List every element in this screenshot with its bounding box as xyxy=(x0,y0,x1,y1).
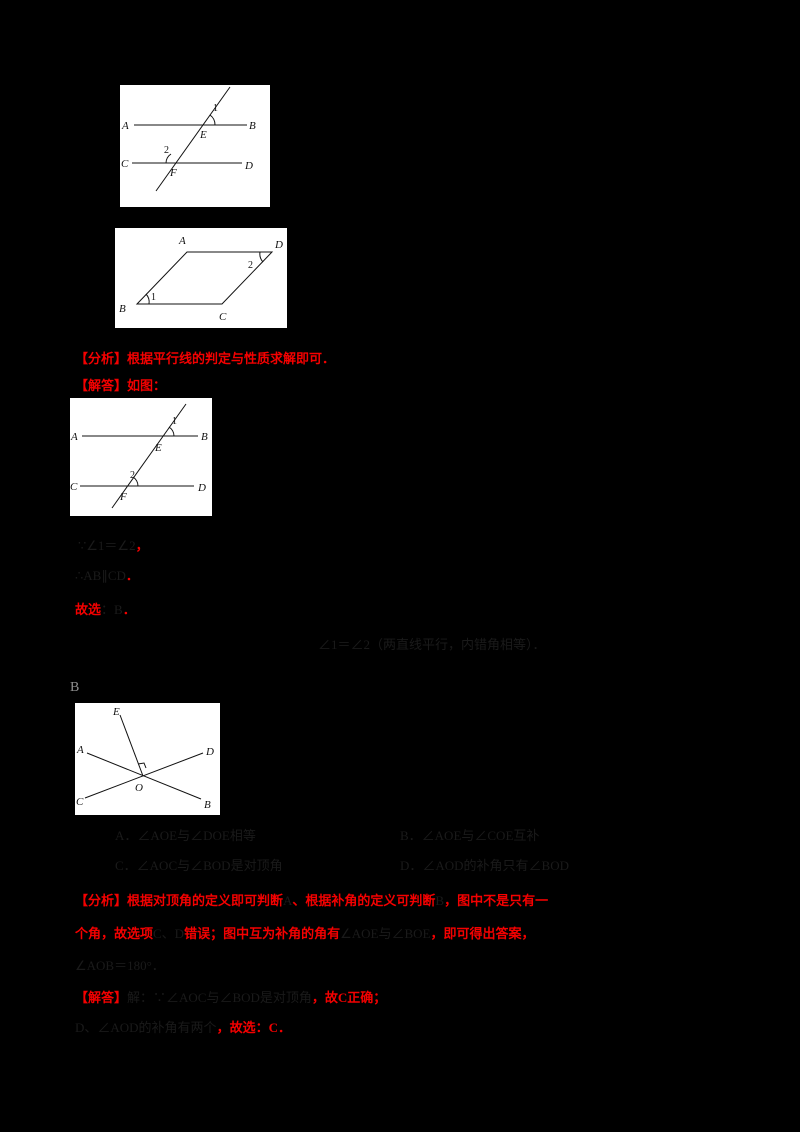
point-label-b: B xyxy=(201,431,208,443)
point-label-d: D xyxy=(244,160,253,172)
option-d: D．∠AOD的补角只有∠BOD xyxy=(400,858,570,873)
angle-2-arc xyxy=(165,153,172,164)
angle-1-arc xyxy=(209,114,216,126)
point-label-f: F xyxy=(169,167,177,179)
figure-parallel-lines-2: A B E C D F 1 2 xyxy=(70,398,212,516)
angle-2-arc xyxy=(259,251,264,263)
answer-1-heading: 【解答】如图： xyxy=(75,378,167,393)
analysis-1-text: 【分析】根据平行线的判定与性质求解即可． xyxy=(75,351,336,366)
point-label-f: F xyxy=(119,491,127,503)
point-label-e: E xyxy=(154,442,162,454)
transversal-line xyxy=(111,403,187,509)
analysis-2-seg: 个角，故选项 xyxy=(75,926,154,941)
analysis-2-seg: 错误；图中互为补角的角有 xyxy=(184,926,341,941)
point-label-d: D xyxy=(205,746,214,758)
solution-1-note: ∠1＝∠2（两直线平行，内错角相等）． xyxy=(318,637,546,652)
parallelogram-outline xyxy=(135,251,274,305)
angle-1-label: 1 xyxy=(172,416,177,427)
option-c: C．∠AOC与∠BOD是对顶角 xyxy=(115,858,283,873)
analysis-2-seg: 、根据补角的定义可判断 xyxy=(292,893,436,908)
analysis-2-line-3: ∠AOB＝180°． xyxy=(75,958,165,973)
solution-1-choice: 故选：B． xyxy=(75,602,136,618)
figure-parallelogram: A D B C 1 2 xyxy=(115,228,287,328)
angle-mark-at-o xyxy=(137,762,147,769)
angle-2-label: 2 xyxy=(248,260,253,271)
figure-3-svg: A B E C D F 1 2 xyxy=(70,403,208,509)
step-2-math: ∴AB∥CD xyxy=(75,568,126,583)
analysis-2-math: ∠AOE与∠BOE xyxy=(340,926,431,941)
point-label-d: D xyxy=(197,482,206,494)
solution-step-1: ∵∠1＝∠2， xyxy=(78,538,149,554)
answer-2-heading: 【解答】 xyxy=(75,990,128,1005)
choice-period: ． xyxy=(122,602,136,617)
transversal-line xyxy=(155,86,231,192)
point-label-c: C xyxy=(121,158,129,170)
answer-2-math: 解：∵∠AOC与∠BOD是对顶角 xyxy=(127,990,312,1005)
angle-1-label: 1 xyxy=(151,292,156,303)
point-label-b: B xyxy=(204,799,211,811)
analysis-2-math: B xyxy=(435,893,445,908)
figure-rays-from-o: E A D C B O xyxy=(75,703,220,815)
point-label-e: E xyxy=(199,129,207,141)
figure-1-svg: A B E C D F 1 2 xyxy=(121,86,256,192)
choice-prefix: 故选 xyxy=(75,602,102,617)
point-label-o: O xyxy=(135,782,143,794)
analysis-2-seg: ，图中不是只有一 xyxy=(444,893,549,908)
point-label-c: C xyxy=(219,311,227,323)
answer-2-math: D、∠AOD的补角有两个 xyxy=(75,1020,217,1035)
angle-2-label: 2 xyxy=(130,470,135,481)
option-a: A．∠AOE与∠DOE相等 xyxy=(115,828,256,843)
answer-letter: B xyxy=(70,680,80,695)
analysis-2-seg: ，即可得出答案， xyxy=(430,926,535,941)
point-label-b: B xyxy=(119,303,126,315)
step-2-period: ． xyxy=(125,568,139,583)
analysis-2-line-2: 个角，故选项C、D错误；图中互为补角的角有∠AOE与∠BOE，即可得出答案， xyxy=(75,926,534,942)
analysis-2-math: C、D xyxy=(153,926,185,941)
analysis-2-seg: 【分析】根据对顶角的定义即可判断 xyxy=(75,893,284,908)
answer-2-line-1: 【解答】解：∵∠AOC与∠BOD是对顶角，故C正确； xyxy=(75,990,386,1006)
point-label-a: A xyxy=(121,120,129,132)
analysis-2-line-1: 【分析】根据对顶角的定义即可判断A、根据补角的定义可判断B，图中不是只有一 xyxy=(75,893,548,909)
point-label-a: A xyxy=(70,431,78,443)
point-label-a: A xyxy=(178,235,186,247)
angle-2-label: 2 xyxy=(164,145,169,156)
solution-step-2: ∴AB∥CD． xyxy=(75,568,139,584)
step-1-comma: ， xyxy=(135,538,149,553)
point-label-c: C xyxy=(70,481,78,493)
figure-4-svg: E A D C B O xyxy=(76,706,214,811)
final-choice: ，故选：C． xyxy=(216,1020,291,1035)
angle-1-arc xyxy=(168,426,175,437)
choice-letter: ：B xyxy=(101,602,123,617)
answer-2-line-2: D、∠AOD的补角有两个，故选：C． xyxy=(75,1020,291,1036)
line-cd xyxy=(84,752,204,799)
angle-2-arc xyxy=(132,476,139,487)
step-1-math: ∵∠1＝∠2 xyxy=(78,538,136,553)
figure-2-svg: A D B C 1 2 xyxy=(119,235,283,323)
ray-oe xyxy=(119,714,144,777)
point-label-c: C xyxy=(76,796,84,808)
answer-2-verdict: ，故C正确； xyxy=(311,990,387,1005)
option-b: B．∠AOE与∠COE互补 xyxy=(400,828,540,843)
angle-1-label: 1 xyxy=(213,103,218,114)
figure-parallel-lines-1: A B E C D F 1 2 xyxy=(120,85,270,207)
point-label-d: D xyxy=(274,239,283,251)
point-label-e: E xyxy=(112,706,120,718)
analysis-2-math: A xyxy=(283,893,293,908)
point-label-a: A xyxy=(76,744,84,756)
point-label-b: B xyxy=(249,120,256,132)
angle-1-arc xyxy=(145,293,150,305)
